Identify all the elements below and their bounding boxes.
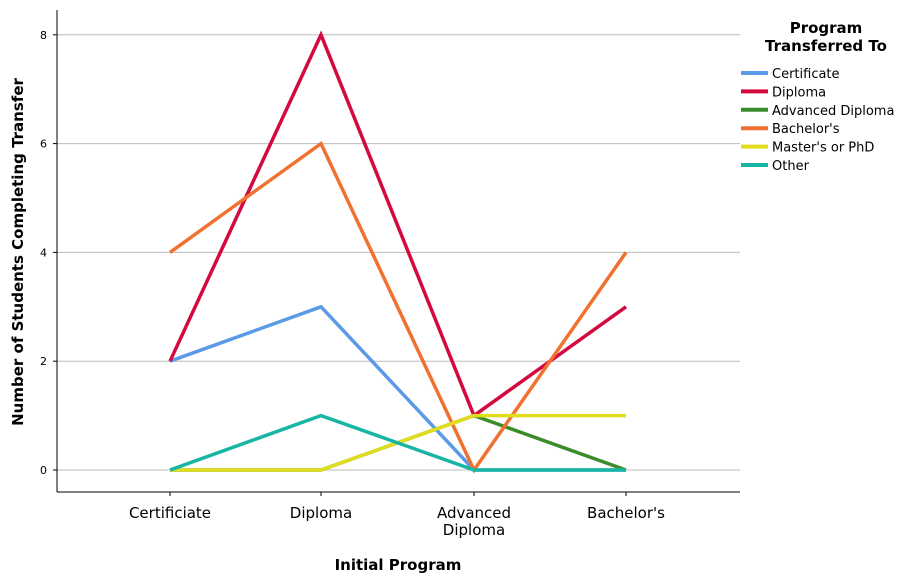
y-tick-label: 8: [40, 29, 47, 42]
y-axis-title: Number of Students Completing Transfer: [9, 78, 27, 426]
x-tick-label: Diploma: [443, 521, 505, 539]
axes: [53, 10, 740, 496]
x-tick-label: Bachelor's: [587, 504, 665, 522]
legend-title: Program: [790, 19, 863, 37]
x-tick-label: Advanced: [437, 504, 511, 522]
y-tick-label: 2: [40, 355, 47, 368]
y-tick-labels: 0 2 4 6 8: [40, 29, 47, 477]
gridlines: [57, 34, 740, 471]
legend-label: Diploma: [772, 85, 826, 100]
x-tick-label: Certificiate: [129, 504, 211, 522]
y-tick-label: 0: [40, 464, 47, 477]
legend-label: Bachelor's: [772, 122, 840, 137]
series-line: Diploma: [168, 30, 628, 419]
y-tick-label: 6: [40, 138, 47, 151]
series-line: Bachelor's: [168, 140, 628, 474]
legend-label: Advanced Diploma: [772, 104, 894, 119]
series-line: Other: [169, 413, 626, 472]
x-tick-label: Diploma: [290, 504, 352, 522]
legend-title: Transferred To: [765, 37, 887, 55]
legend-label: Other: [772, 159, 810, 174]
y-tick-label: 4: [40, 246, 47, 259]
x-tick-labels: Certificiate Diploma AdvancedDiplomaBachel…: [129, 504, 665, 539]
x-axis-title: Initial Program: [335, 556, 462, 574]
legend-label: Master's or PhD: [772, 141, 874, 156]
legend-label: Certificate: [772, 67, 840, 82]
